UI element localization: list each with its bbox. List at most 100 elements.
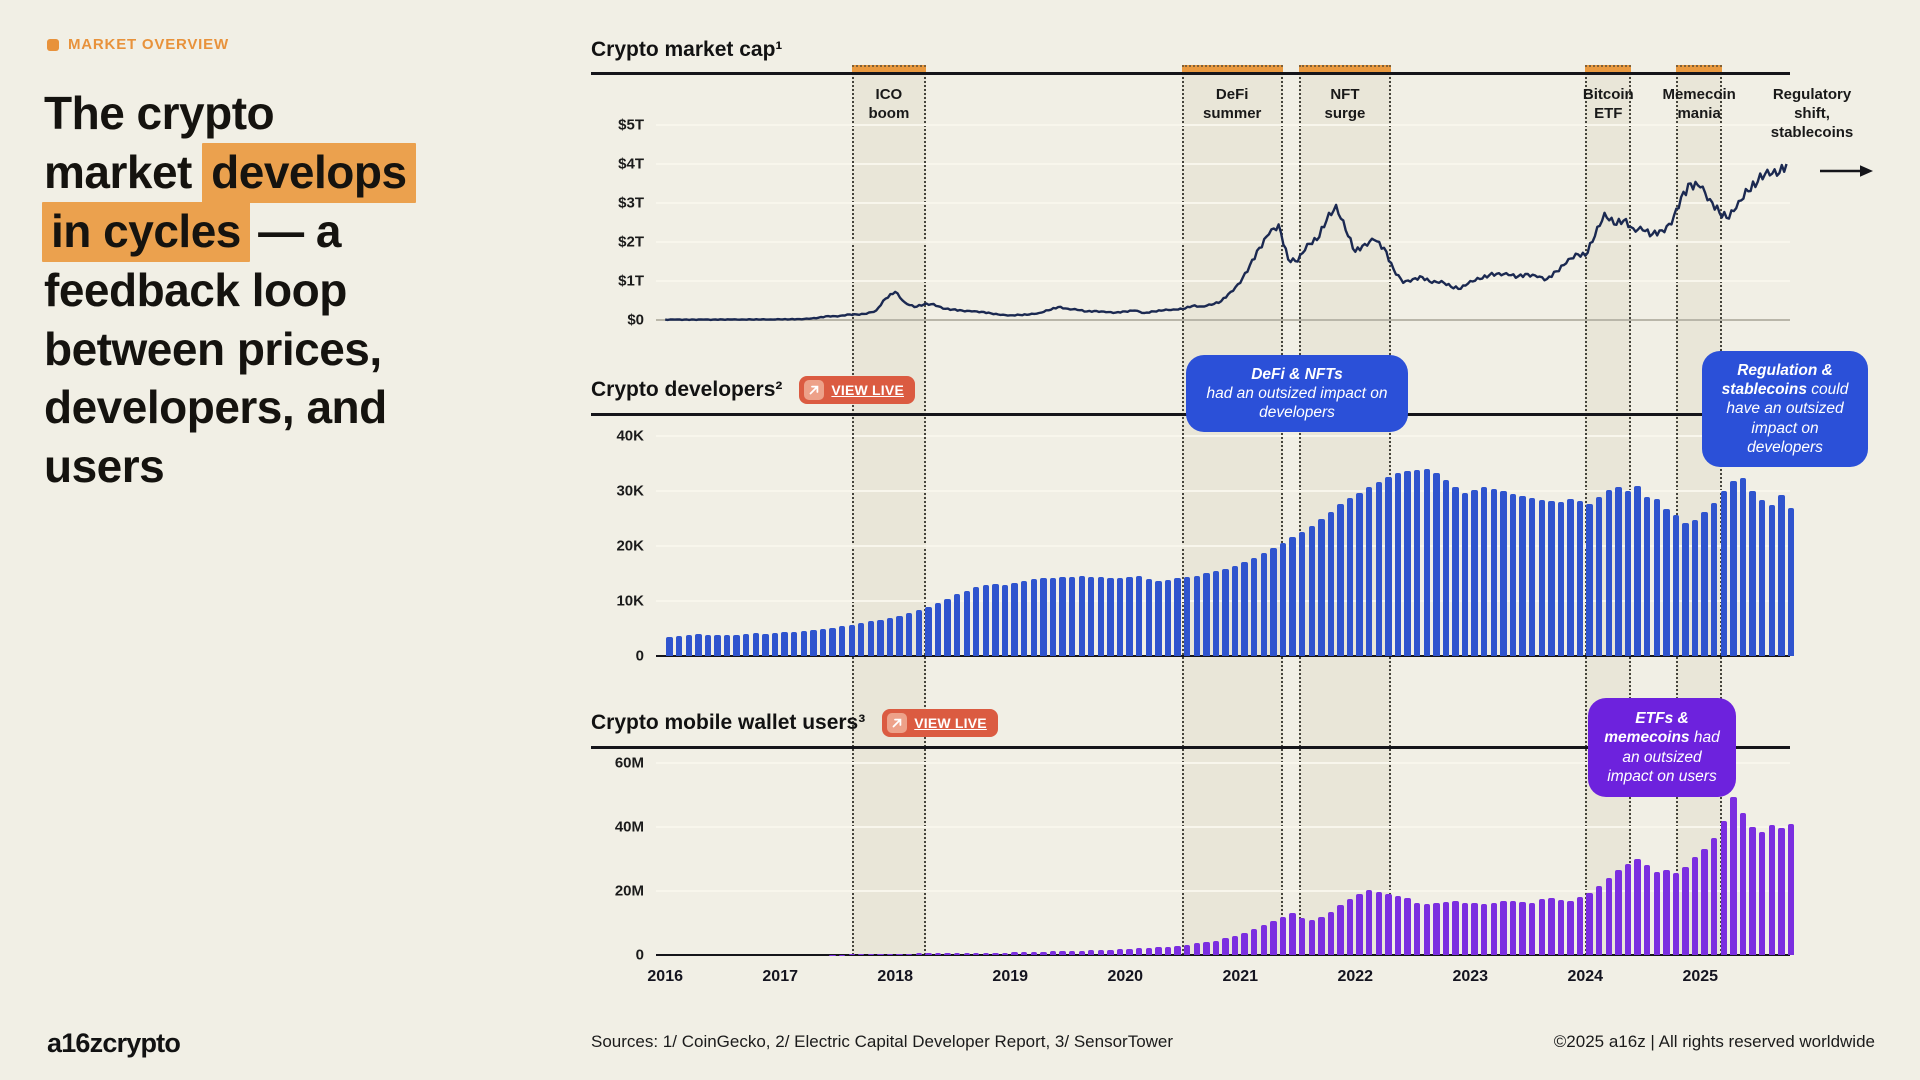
wallet-users-bar <box>1663 870 1670 955</box>
wallet-users-bar <box>1433 903 1440 955</box>
headline-line: developers, and <box>44 378 544 437</box>
wallet-users-bar <box>1375 892 1383 955</box>
developers-ytick-10K: 10K <box>616 592 644 610</box>
developers-bar <box>714 634 721 656</box>
developers-bar <box>992 583 999 656</box>
year-label-2020: 2020 <box>1107 968 1144 985</box>
wallet-users-bar <box>1298 918 1306 955</box>
wallet-users-bar <box>1672 873 1680 955</box>
developers-bar <box>1107 577 1114 656</box>
developers-bar <box>1586 503 1593 656</box>
developers-view-live-button[interactable]: VIEW LIVE <box>799 376 915 404</box>
wallet-users-ytick-0: 0 <box>635 946 644 964</box>
wallet-users-bar <box>1241 932 1248 955</box>
wallet-users-bar <box>1768 825 1775 955</box>
year-label-2024: 2024 <box>1567 968 1604 985</box>
eyebrow: MARKET OVERVIEW <box>47 36 229 53</box>
developers-bar <box>1538 499 1545 656</box>
wallet-users-bar <box>1308 920 1315 955</box>
developers-bar <box>1126 577 1133 656</box>
callout-lead: DeFi & NFTs <box>1251 365 1343 383</box>
developers-bar <box>1442 480 1450 656</box>
developers-bar <box>762 634 769 656</box>
headline-line: in cycles — a <box>42 201 544 262</box>
developers-bar <box>1730 481 1737 656</box>
developers-bar <box>1452 487 1459 656</box>
wallet-users-bar <box>944 953 951 955</box>
wallet-users-bar <box>1528 903 1536 955</box>
market-cap-gridline-$5T <box>656 124 1790 126</box>
wallet-users-bar <box>1787 824 1795 955</box>
wallet-users-bar <box>1394 896 1402 955</box>
wallet-users-bar <box>1260 924 1267 955</box>
developers-bar <box>1519 495 1526 656</box>
developers-bar <box>685 634 692 656</box>
wallet-users-bar <box>992 952 999 955</box>
wallet-users-view-live-button[interactable]: VIEW LIVE <box>882 709 998 737</box>
market-cap-gridline-$3T <box>656 202 1790 204</box>
wallet-users-bar <box>1174 945 1181 955</box>
wallet-users-header: Crypto mobile wallet users³ VIEW LIVE <box>591 709 998 737</box>
wallet-users-bar <box>1461 902 1469 955</box>
developers-bar <box>1212 570 1220 656</box>
eyebrow-square-icon <box>47 38 59 51</box>
wallet-users-bar <box>1356 893 1363 955</box>
developers-bar <box>1739 478 1747 656</box>
wallet-users-bar <box>1107 949 1114 955</box>
wallet-users-bar <box>934 953 942 955</box>
developers-bar <box>838 626 846 656</box>
arrow-up-right-icon <box>887 713 908 733</box>
developers-bar <box>925 606 932 656</box>
eyebrow-label: MARKET OVERVIEW <box>68 36 229 53</box>
wallet-users-bar <box>1538 899 1545 955</box>
developers-bar <box>1749 491 1756 656</box>
page-title: The crypto market develops in cycles — a fe… <box>42 84 544 496</box>
market-cap-ytick-$2T: $2T <box>618 233 644 251</box>
developers-bar <box>1346 498 1354 656</box>
developers-bar <box>819 629 827 656</box>
wallet-users-bar <box>1011 952 1018 955</box>
developers-bar <box>1366 487 1373 656</box>
wallet-users-bar <box>1605 878 1613 955</box>
developers-bar <box>1471 489 1478 656</box>
developers-bar <box>1289 537 1296 656</box>
year-label-2025: 2025 <box>1682 968 1719 985</box>
a16zcrypto-logo: a16zcrypto <box>47 1028 181 1058</box>
developers-bar <box>1567 499 1574 656</box>
event-label-ico-boom: ICO boom <box>868 86 910 122</box>
callout-regulation-impact: Regulation & stablecoins could have an o… <box>1702 351 1868 467</box>
developers-bar <box>1241 561 1248 656</box>
wallet-users-bar <box>1442 902 1450 955</box>
arrow-up-right-icon <box>804 380 825 400</box>
wallet-users-title: Crypto mobile wallet users³ <box>591 711 866 734</box>
wallet-users-gridline-60M <box>656 762 1790 764</box>
wallet-users-bar <box>1413 902 1421 955</box>
headline-highlight: in cycles <box>42 201 250 262</box>
headline-text: between prices, <box>44 322 382 375</box>
wallet-users-bar <box>1289 913 1296 955</box>
developers-bar <box>675 635 683 656</box>
market-cap-ytick-$5T: $5T <box>618 116 644 134</box>
developers-bar <box>1672 514 1680 656</box>
wallet-users-bar <box>848 954 855 955</box>
developers-bar <box>1021 580 1028 656</box>
developers-bar <box>1097 576 1105 656</box>
developers-bar <box>1481 487 1488 656</box>
wallet-users-bar <box>1088 950 1095 955</box>
wallet-users-bar <box>1164 946 1172 955</box>
year-label-2021: 2021 <box>1222 968 1259 985</box>
developers-bar <box>800 631 807 656</box>
wallet-users-bar <box>1030 952 1037 955</box>
wallet-users-bar <box>1730 796 1737 955</box>
event-band-strip-defi-summer <box>1181 65 1283 73</box>
market-cap-ytick-$0: $0 <box>627 311 644 329</box>
year-label-2016: 2016 <box>647 968 683 985</box>
developers-bar <box>781 632 788 656</box>
market-cap-ytick-$4T: $4T <box>618 155 644 173</box>
developers-bar <box>1634 485 1641 656</box>
headline-line: users <box>44 437 544 496</box>
developers-bar <box>1251 557 1258 656</box>
developers-bar <box>733 634 740 656</box>
wallet-users-bar <box>1183 944 1191 955</box>
developers-bar <box>752 633 760 656</box>
